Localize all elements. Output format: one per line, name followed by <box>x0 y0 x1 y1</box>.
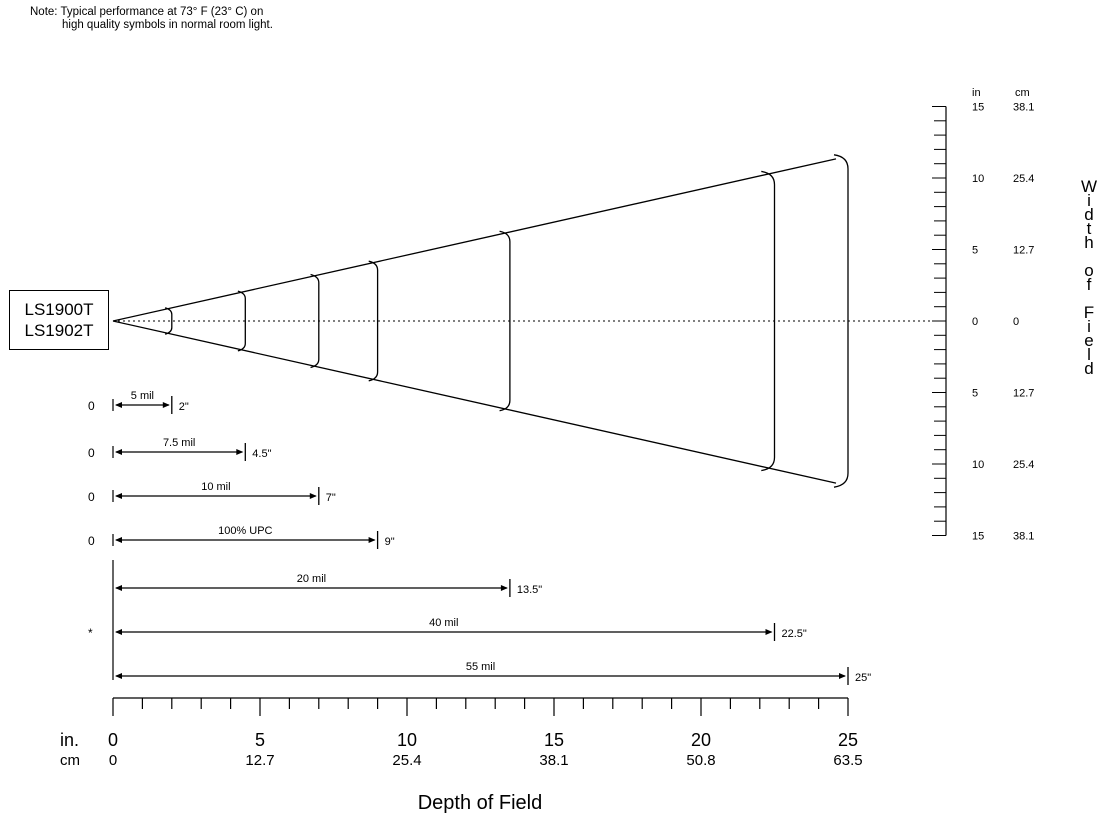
range-arrow-right <box>309 493 317 499</box>
range-start-label: 0 <box>88 446 95 460</box>
range-max-label: 4.5" <box>252 448 271 460</box>
cone-range-arc <box>761 170 776 472</box>
depth-tick-label-cm: 0 <box>109 752 117 769</box>
width-title-letter: i <box>1087 317 1091 336</box>
width-tick-label-cm: 12.7 <box>1013 245 1034 257</box>
range-arrow-right <box>500 585 508 591</box>
depth-unit-in: in. <box>60 730 79 750</box>
width-title-letter: d <box>1084 359 1094 378</box>
width-tick-label-in: 5 <box>972 245 978 257</box>
scanner-model-2: LS1902T <box>24 321 94 340</box>
depth-tick-label-in: 15 <box>544 730 564 750</box>
range-start-label: * <box>88 626 93 640</box>
width-unit-in: in <box>972 87 981 99</box>
width-unit-cm: cm <box>1015 87 1030 99</box>
cone-range-arc <box>833 154 849 488</box>
range-arrow-left <box>115 537 122 543</box>
width-tick-label-cm: 12.7 <box>1013 388 1034 400</box>
range-symbol-label: 40 mil <box>429 617 458 629</box>
width-title-letter: d <box>1084 205 1094 224</box>
scanner-model-1: LS1900T <box>24 300 94 319</box>
range-start-label: 0 <box>88 399 95 413</box>
range-symbol-label: 55 mil <box>466 661 495 673</box>
note-line-2: high quality symbols in normal room ligh… <box>62 19 273 31</box>
depth-unit-cm: cm <box>60 752 80 769</box>
depth-tick-label-cm: 25.4 <box>392 752 421 769</box>
range-max-label: 13.5" <box>517 584 542 596</box>
width-title-letter: e <box>1084 331 1094 350</box>
range-symbol-label: 100% UPC <box>218 525 272 537</box>
width-tick-label-in: 0 <box>972 316 978 328</box>
depth-tick-label-in: 25 <box>838 730 858 750</box>
depth-axis-title: Depth of Field <box>417 792 543 814</box>
width-title-letter: t <box>1086 219 1092 238</box>
range-max-label: 7" <box>326 492 336 504</box>
cone-range-arc <box>164 307 173 335</box>
range-arrow-right <box>236 449 244 455</box>
cone-upper-edge <box>112 158 837 322</box>
depth-tick-label-cm: 50.8 <box>686 752 715 769</box>
width-tick-label-in: 10 <box>972 459 984 471</box>
width-tick-label-in: 15 <box>972 102 984 114</box>
note-line-1: Note: Typical performance at 73° F (23° … <box>30 6 264 18</box>
range-symbol-label: 7.5 mil <box>163 437 195 449</box>
width-tick-label-in: 10 <box>972 173 984 185</box>
width-tick-label-cm: 0 <box>1013 316 1019 328</box>
range-arrow-left <box>115 493 122 499</box>
depth-tick-label-cm: 63.5 <box>833 752 862 769</box>
cone-range-arc <box>368 260 379 382</box>
range-arrow-right <box>162 402 170 408</box>
width-tick-label-in: 5 <box>972 388 978 400</box>
depth-tick-label-in: 5 <box>255 730 265 750</box>
cone-range-arc <box>237 290 246 352</box>
range-max-label: 2" <box>179 401 189 413</box>
range-arrow-left <box>115 629 122 635</box>
range-arrow-right <box>765 629 773 635</box>
width-title-letter: h <box>1084 233 1094 252</box>
range-arrow-left <box>115 402 122 408</box>
width-tick-label-cm: 38.1 <box>1013 102 1034 114</box>
depth-tick-label-cm: 38.1 <box>539 752 568 769</box>
width-tick-label-in: 15 <box>972 531 984 543</box>
cone-range-arc <box>310 273 320 369</box>
width-tick-label-cm: 25.4 <box>1013 459 1034 471</box>
range-max-label: 25" <box>855 672 871 684</box>
width-tick-label-cm: 38.1 <box>1013 531 1034 543</box>
width-tick-label-cm: 25.4 <box>1013 173 1034 185</box>
scanner-model-box: LS1900T LS1902T <box>9 290 109 350</box>
depth-tick-label-cm: 12.7 <box>245 752 274 769</box>
depth-tick-label-in: 0 <box>108 730 118 750</box>
range-max-label: 22.5" <box>782 628 807 640</box>
range-arrow-left <box>115 673 122 679</box>
range-arrow-right <box>839 673 846 679</box>
performance-note: Note: Typical performance at 73° F (23° … <box>30 6 273 32</box>
width-title-letter: o <box>1084 261 1094 280</box>
range-symbol-label: 20 mil <box>297 573 326 585</box>
width-title-letter: f <box>1086 275 1092 294</box>
range-start-label: 0 <box>88 490 95 504</box>
width-title-letter: l <box>1087 345 1091 364</box>
range-arrow-left <box>115 585 122 591</box>
range-symbol-label: 10 mil <box>201 481 230 493</box>
cone-range-arc <box>499 230 511 412</box>
width-title-letter: i <box>1087 191 1091 210</box>
width-title-letter: W <box>1080 177 1098 196</box>
cone-lower-edge <box>112 320 837 484</box>
range-arrow-left <box>115 449 122 455</box>
range-arrow-right <box>368 537 376 543</box>
depth-tick-label-in: 20 <box>691 730 711 750</box>
range-symbol-label: 5 mil <box>131 390 154 402</box>
width-title-letter: F <box>1083 303 1095 322</box>
range-max-label: 9" <box>385 536 395 548</box>
range-start-label: 0 <box>88 534 95 548</box>
depth-tick-label-in: 10 <box>397 730 417 750</box>
